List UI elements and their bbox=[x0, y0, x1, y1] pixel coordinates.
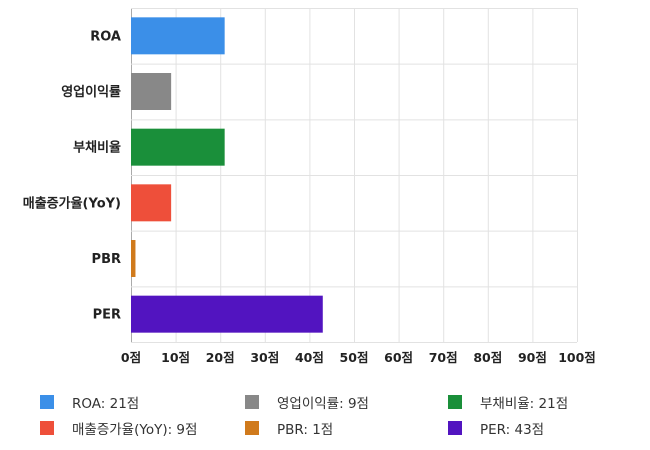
legend-item: PER: 43점 bbox=[448, 418, 544, 438]
legend-swatch bbox=[448, 395, 462, 409]
legend-swatch bbox=[40, 421, 54, 435]
bar bbox=[131, 295, 323, 333]
legend-label: PBR: 1점 bbox=[277, 422, 334, 438]
x-tick-label: 40점 bbox=[295, 350, 324, 365]
x-tick-label: 100점 bbox=[558, 350, 596, 365]
legend-item: 부채비율: 21점 bbox=[448, 392, 568, 412]
bar bbox=[131, 240, 136, 277]
category-label: 매출증가율(YoY) bbox=[23, 195, 121, 211]
x-tick-label: 30점 bbox=[250, 350, 279, 365]
legend-label: 매출증가율(YoY): 9점 bbox=[72, 422, 198, 438]
x-tick-label: 0점 bbox=[121, 350, 141, 365]
legend-swatch bbox=[448, 421, 462, 435]
x-tick-label: 70점 bbox=[429, 350, 458, 365]
legend-label: PER: 43점 bbox=[480, 422, 545, 438]
category-label: 영업이익률 bbox=[61, 84, 121, 100]
category-label: PBR bbox=[92, 252, 121, 267]
x-tick-label: 80점 bbox=[473, 350, 502, 365]
category-label: PER bbox=[93, 308, 121, 323]
legend-swatch bbox=[245, 421, 259, 435]
x-tick-label: 90점 bbox=[518, 350, 547, 365]
x-tick-label: 60점 bbox=[384, 350, 413, 365]
bar bbox=[131, 73, 172, 110]
bar bbox=[131, 128, 225, 166]
x-tick-label: 50점 bbox=[340, 350, 369, 365]
legend-swatch bbox=[245, 395, 259, 409]
legend-item: ROA: 21점 bbox=[40, 392, 139, 412]
bar bbox=[131, 17, 225, 55]
legend-label: 영업이익률: 9점 bbox=[277, 396, 369, 412]
legend-item: 매출증가율(YoY): 9점 bbox=[40, 418, 197, 438]
x-tick-label: 20점 bbox=[206, 350, 235, 365]
bar bbox=[131, 184, 172, 222]
x-tick-label: 10점 bbox=[161, 350, 190, 365]
legend-item: 영업이익률: 9점 bbox=[245, 392, 369, 412]
legend-label: ROA: 21점 bbox=[72, 396, 140, 412]
category-label: ROA bbox=[90, 29, 121, 44]
legend-item: PBR: 1점 bbox=[245, 418, 333, 438]
legend-swatch bbox=[40, 395, 54, 409]
category-label: 부채비율 bbox=[73, 140, 121, 156]
legend-label: 부채비율: 21점 bbox=[480, 396, 569, 412]
